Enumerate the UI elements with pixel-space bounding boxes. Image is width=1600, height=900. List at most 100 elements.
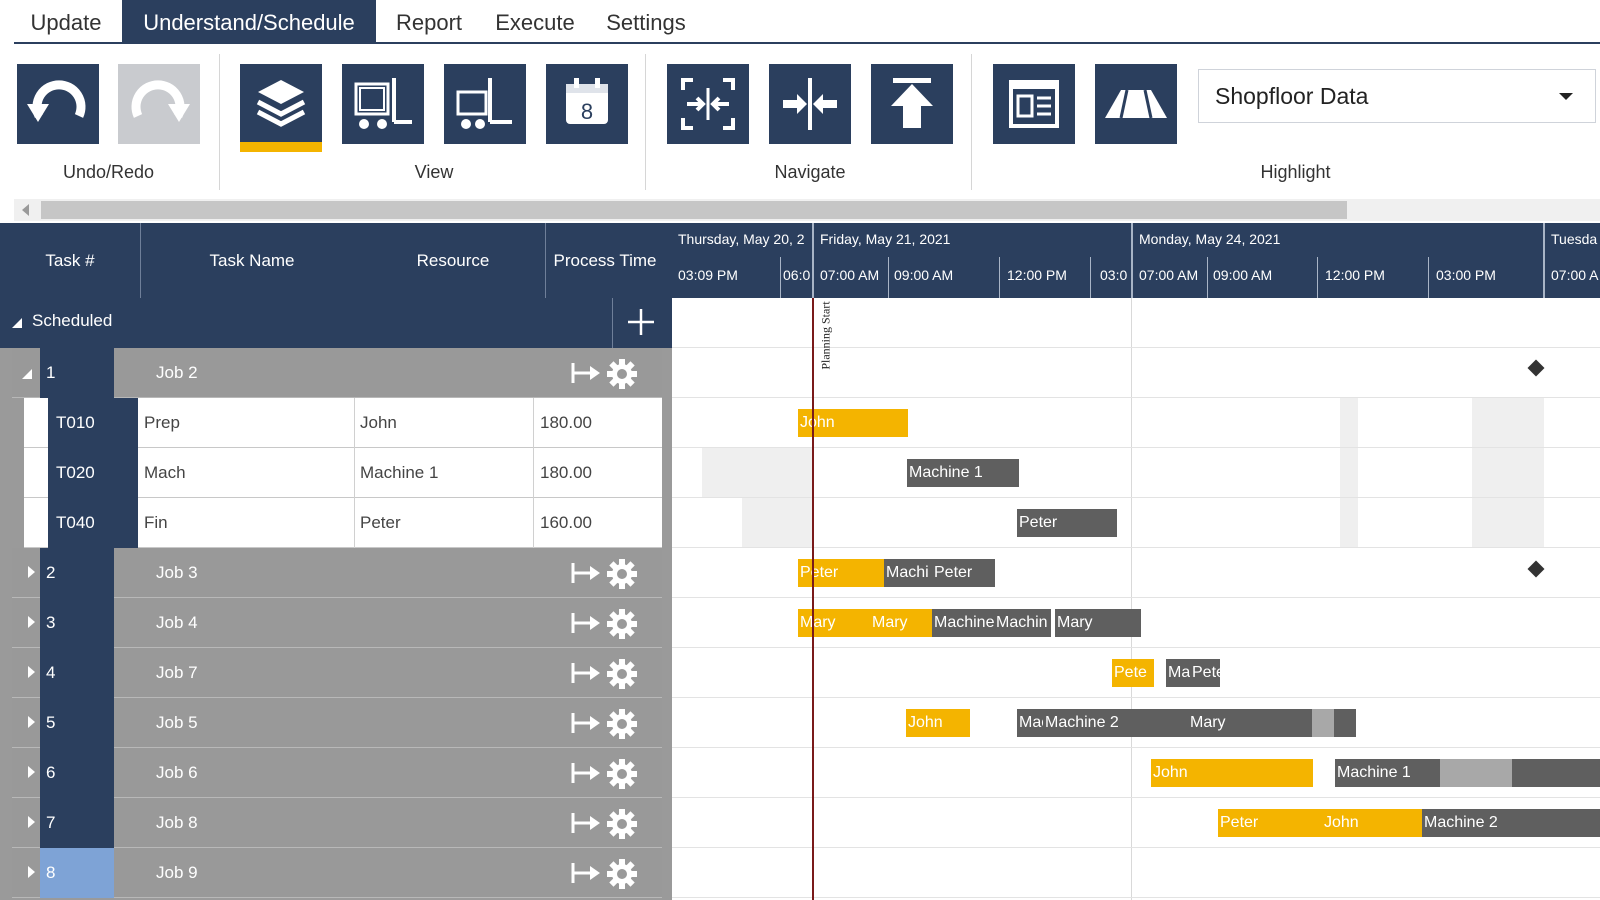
gear-icon[interactable] [606, 358, 638, 390]
gantt-bar[interactable]: Machine [932, 609, 994, 637]
gantt-bar[interactable]: John [798, 409, 908, 437]
task-row[interactable]: T040 Fin Peter 160.00 [24, 498, 662, 548]
timeline-header: Thursday, May 20, 2 Friday, May 21, 2021… [672, 223, 1600, 298]
dispatch-icon[interactable] [570, 360, 602, 386]
redo-button[interactable] [118, 64, 200, 144]
task-row[interactable]: T020 Mach Machine 1 180.00 [24, 448, 662, 498]
dispatch-icon[interactable] [570, 710, 602, 736]
tab-update[interactable]: Update [30, 10, 102, 35]
gantt-bar[interactable]: Peter [798, 559, 884, 587]
column-header-task-name[interactable]: Task Name [209, 251, 295, 270]
expand-icon[interactable] [12, 648, 40, 698]
tab-understand-schedule[interactable]: Understand/Schedule [122, 0, 376, 43]
gantt-bar[interactable]: John [1322, 809, 1422, 837]
expand-icon[interactable] [12, 698, 40, 748]
gantt-bar[interactable]: Machi [884, 559, 934, 587]
gear-icon[interactable] [606, 708, 638, 740]
report-button[interactable] [993, 64, 1075, 144]
gantt-bar[interactable]: Peter [1218, 809, 1322, 837]
tab-execute[interactable]: Execute [495, 10, 575, 35]
job-row[interactable]: 5 Job 5 [12, 698, 662, 748]
task-row[interactable]: T010 Prep John 180.00 [24, 398, 662, 448]
gantt-bar[interactable]: Machine 2 [1043, 709, 1188, 737]
forklift-pallet-button[interactable] [342, 64, 424, 144]
calendar-icon: 8 [566, 78, 608, 124]
gantt-bar[interactable]: Macl [1017, 709, 1043, 737]
gear-icon[interactable] [606, 608, 638, 640]
gantt-chart[interactable]: Thursday, May 20, 2 Friday, May 21, 2021… [672, 223, 1600, 900]
gear-icon[interactable] [606, 658, 638, 690]
dispatch-icon[interactable] [570, 810, 602, 836]
horizontal-scrollbar[interactable] [14, 199, 1600, 221]
job-row[interactable]: 3 Job 4 [12, 598, 662, 648]
gantt-bar[interactable]: Machine 1 [907, 459, 1019, 487]
column-divider[interactable] [545, 223, 546, 298]
perspective-button[interactable] [1095, 64, 1177, 144]
job-name: Job 5 [156, 713, 198, 732]
dispatch-icon[interactable] [570, 610, 602, 636]
undo-button[interactable] [17, 64, 99, 144]
job-number: 7 [40, 798, 114, 848]
gantt-bar[interactable]: Ma [1166, 659, 1190, 687]
gear-icon[interactable] [606, 758, 638, 790]
planning-start-line[interactable] [812, 298, 814, 900]
tab-settings[interactable]: Settings [606, 10, 686, 35]
gantt-bar[interactable]: Peter [1017, 509, 1117, 537]
job-row[interactable]: 1 Job 2 [12, 348, 662, 398]
row-gridline [672, 797, 1600, 798]
fit-expand-button[interactable] [667, 64, 749, 144]
hour-label: 07:00 AM [1139, 267, 1199, 283]
gantt-bar[interactable]: Machine 2 [1422, 809, 1600, 837]
job-row[interactable]: 2 Job 3 [12, 548, 662, 598]
layers-button[interactable] [240, 64, 322, 144]
gantt-bar[interactable]: Mary [870, 609, 932, 637]
dispatch-icon[interactable] [570, 560, 602, 586]
scroll-left-icon[interactable] [22, 204, 29, 216]
gantt-bar[interactable]: Machin [994, 609, 1051, 637]
expand-icon[interactable] [12, 848, 40, 898]
job-row[interactable]: 4 Job 7 [12, 648, 662, 698]
column-divider[interactable] [140, 223, 141, 298]
expand-icon[interactable] [12, 548, 40, 598]
dispatch-icon[interactable] [570, 660, 602, 686]
gear-icon[interactable] [606, 808, 638, 840]
gantt-bar[interactable]: Peter [932, 559, 995, 587]
gantt-bar[interactable]: Pete [1190, 659, 1220, 687]
hour-label: 12:00 PM [1325, 267, 1385, 283]
gantt-bar[interactable]: John [1151, 759, 1313, 787]
calendar-button[interactable]: 8 [546, 64, 628, 144]
milestone-marker[interactable] [1527, 560, 1545, 578]
expand-icon[interactable] [12, 798, 40, 848]
column-header-process-time[interactable]: Process Time [553, 251, 657, 270]
expand-icon[interactable] [12, 748, 40, 798]
plus-icon[interactable] [626, 307, 656, 337]
hour-divider [1207, 257, 1208, 298]
forklift-button[interactable] [444, 64, 526, 144]
job-row[interactable]: 6 Job 6 [12, 748, 662, 798]
layers-selected-indicator [240, 142, 322, 152]
job-number: 2 [40, 548, 114, 598]
column-header-task-number[interactable]: Task # [45, 251, 95, 270]
compress-button[interactable] [769, 64, 851, 144]
highlight-select[interactable]: Shopfloor Data [1198, 69, 1596, 123]
group-row-scheduled[interactable]: Scheduled [0, 298, 672, 348]
scroll-thumb[interactable] [41, 201, 1347, 219]
column-header-resource[interactable]: Resource [416, 251, 490, 270]
gantt-bar[interactable]: Mary [798, 609, 870, 637]
gantt-bar[interactable]: Pete [1112, 659, 1154, 687]
gantt-bar[interactable]: John [906, 709, 970, 737]
gear-icon[interactable] [606, 858, 638, 890]
tab-report[interactable]: Report [395, 10, 463, 35]
milestone-marker[interactable] [1527, 359, 1545, 377]
dispatch-icon[interactable] [570, 760, 602, 786]
dispatch-icon[interactable] [570, 860, 602, 886]
gantt-bar[interactable]: Mary [1055, 609, 1141, 637]
collapse-icon[interactable] [12, 318, 22, 328]
job-row[interactable]: 8 Job 9 [12, 848, 662, 898]
expand-icon[interactable] [12, 598, 40, 648]
to-top-button[interactable] [871, 64, 953, 144]
cell-divider [533, 398, 534, 448]
job-row[interactable]: 7 Job 8 [12, 798, 662, 848]
collapse-icon[interactable] [12, 348, 40, 398]
gear-icon[interactable] [606, 558, 638, 590]
